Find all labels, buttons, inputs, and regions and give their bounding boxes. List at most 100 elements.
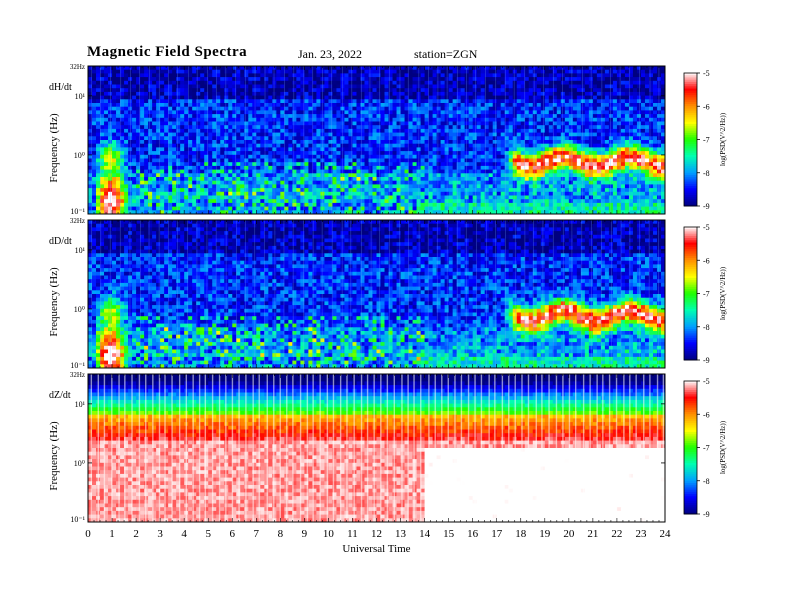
colorbar-segment	[684, 355, 697, 359]
colorbar-tick-label: -5	[703, 69, 710, 78]
colorbar-segment	[684, 394, 697, 398]
colorbar-segment	[684, 269, 697, 272]
colorbar-segment	[684, 88, 697, 92]
colorbar-tick-label: -8	[703, 169, 710, 178]
colorbar-segment	[684, 163, 697, 167]
y-axis-title: Frequency (Hz)	[48, 421, 60, 491]
colorbar-segment	[684, 423, 697, 426]
spectrogram-panel-2: 32Hz 10¹ 10⁰ 10⁻¹ dD/dt Frequency (Hz)	[48, 217, 666, 370]
colorbar-segment	[684, 425, 697, 429]
x-tick-label: 5	[205, 528, 211, 540]
y-tick-label: 32Hz	[70, 63, 85, 71]
colorbar-segment	[684, 242, 697, 246]
x-tick-label: 8	[278, 528, 284, 540]
colorbar-tick-label: -7	[703, 136, 710, 145]
station-label: station=ZGN	[414, 47, 478, 61]
x-tick-label: 7	[254, 528, 260, 540]
colorbar-segment	[684, 284, 697, 288]
colorbar-segment	[684, 132, 697, 136]
colorbar-segment	[684, 505, 697, 508]
colorbar-tick-label: -6	[703, 410, 710, 419]
colorbar-segment	[684, 181, 697, 185]
x-tick-label: 3	[157, 528, 163, 540]
colorbar-segment	[684, 126, 697, 129]
colorbar-segment	[684, 101, 697, 105]
x-tick-label: 0	[85, 528, 91, 540]
colorbar-segment	[684, 146, 697, 149]
colorbar-segment	[684, 203, 697, 207]
spectrogram-panel-3: 32Hz 10¹ 10⁰ 10⁻¹ dZ/dt Frequency (Hz)	[48, 371, 666, 524]
colorbar-segment	[684, 139, 697, 143]
colorbar-segment	[684, 443, 697, 446]
colorbar-segment	[684, 231, 697, 235]
spectrogram-image	[88, 66, 665, 214]
colorbar-segment	[684, 420, 697, 424]
colorbar-tick-label: -8	[703, 323, 710, 332]
colorbar-segment	[684, 471, 697, 475]
colorbar-segment	[684, 177, 697, 180]
colorbar-segment	[684, 500, 697, 504]
colorbar-segment	[684, 280, 697, 283]
colorbar-segment	[684, 282, 697, 286]
colorbar-segment	[684, 123, 697, 127]
colorbar-segment	[684, 170, 697, 174]
colorbar-segment	[684, 141, 697, 145]
colorbar-label: log(PSD(V^2/Hz))	[719, 266, 727, 320]
component-label: dZ/dt	[49, 390, 71, 401]
y-axis-title: Frequency (Hz)	[48, 267, 60, 337]
colorbar-segment	[684, 340, 697, 343]
colorbar-segment	[684, 249, 697, 252]
colorbar-segment	[684, 485, 697, 488]
colorbar-segment	[684, 186, 697, 189]
x-tick-label: 12	[371, 528, 382, 540]
chart-title: Magnetic Field Spectra	[87, 44, 248, 60]
colorbar-segment	[684, 342, 697, 345]
colorbar-segment	[684, 117, 697, 121]
colorbar-segment	[684, 456, 697, 460]
colorbar-segment	[684, 253, 697, 257]
colorbar-segment	[684, 489, 697, 493]
colorbar-tick-label: -9	[703, 356, 710, 365]
colorbar-segment	[684, 414, 697, 417]
colorbar-segment	[684, 491, 697, 495]
colorbar-segment	[684, 106, 697, 109]
colorbar-segment	[684, 104, 697, 107]
colorbar-segment	[684, 429, 697, 433]
colorbar-segment	[684, 112, 697, 116]
colorbar-segment	[684, 463, 697, 466]
colorbar-segment	[684, 387, 697, 391]
colorbar-segment	[684, 418, 697, 422]
colorbar-segment	[684, 502, 697, 506]
y-tick-label: 10¹	[75, 246, 86, 255]
colorbar-segment	[684, 262, 697, 266]
colorbar-segment	[684, 172, 697, 176]
colorbar-segment	[684, 135, 697, 138]
y-tick-label: 10⁻¹	[70, 207, 85, 216]
colorbar-segment	[684, 400, 697, 404]
colorbar-segment	[684, 183, 697, 187]
colorbar-segment	[684, 266, 697, 270]
colorbar-segment	[684, 251, 697, 255]
colorbar-segment	[684, 121, 697, 125]
colorbar-segment	[684, 275, 697, 279]
colorbar-segment	[684, 507, 697, 511]
colorbar-segment	[684, 130, 697, 134]
y-tick-label: 10⁰	[74, 459, 85, 468]
colorbar-tick-label: -6	[703, 102, 710, 111]
colorbar-segment	[684, 97, 697, 101]
x-tick-label: 18	[515, 528, 527, 540]
colorbar-segment	[684, 264, 697, 268]
colorbar-segment	[684, 297, 697, 301]
colorbar-segment	[684, 194, 697, 198]
colorbar-segment	[684, 273, 697, 277]
colorbar-segment	[684, 75, 697, 78]
colorbar-segment	[684, 271, 697, 275]
colorbar-segment	[684, 152, 697, 156]
x-tick-label: 6	[230, 528, 236, 540]
colorbar-segment	[684, 238, 697, 241]
component-label: dD/dt	[49, 236, 72, 247]
colorbar-segment	[684, 168, 697, 172]
colorbar-tick-label: -9	[703, 510, 710, 519]
x-tick-label: 9	[302, 528, 308, 540]
